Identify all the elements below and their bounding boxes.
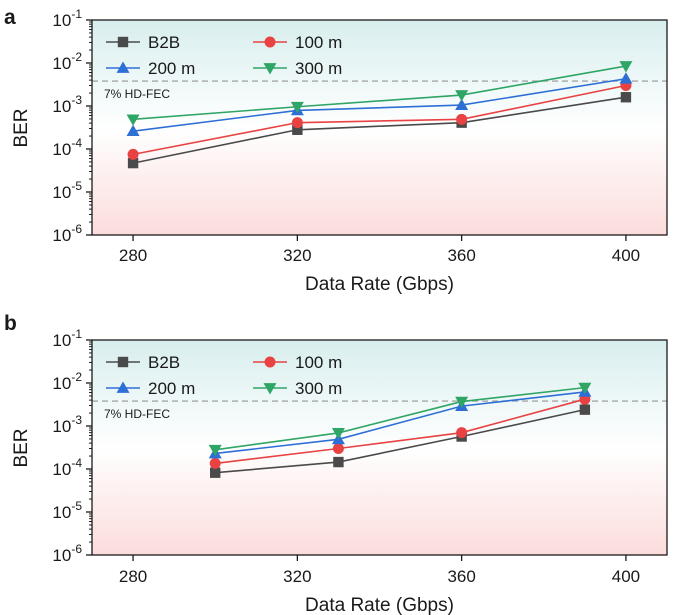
y-tick-label: 10-5 bbox=[52, 179, 82, 202]
legend-marker-B2B bbox=[117, 36, 129, 48]
data-point-B2B-300 bbox=[210, 467, 221, 478]
legend-label-100m: 100 m bbox=[295, 33, 342, 52]
y-tick-label: 10-5 bbox=[52, 499, 82, 522]
data-point-B2B-390 bbox=[579, 404, 591, 415]
panel-letter: b bbox=[4, 312, 17, 335]
legend-label-B2B: B2B bbox=[148, 33, 180, 52]
y-tick-label: 10-3 bbox=[52, 93, 82, 116]
data-point-100m-320 bbox=[291, 117, 303, 129]
series-line-200m bbox=[132, 77, 627, 132]
data-point-B2B-330 bbox=[333, 456, 344, 468]
x-axis-title: Data Rate (Gbps) bbox=[305, 274, 454, 295]
y-axis-title: BER bbox=[11, 428, 32, 467]
x-tick-label: 280 bbox=[119, 567, 147, 586]
data-point-300m-360 bbox=[455, 90, 469, 102]
data-point-B2B-320 bbox=[292, 124, 303, 135]
series-line-100m bbox=[132, 84, 627, 156]
hd-fec-label: 7% HD-FEC bbox=[104, 407, 170, 421]
y-tick-label: 10-2 bbox=[52, 370, 82, 393]
plot-frame bbox=[91, 19, 668, 236]
legend-marker-300m bbox=[263, 383, 277, 395]
legend-marker-300m bbox=[263, 63, 277, 75]
hd-fec-label: 7% HD-FEC bbox=[104, 87, 170, 101]
legend-label-200m: 200 m bbox=[148, 379, 195, 398]
legend-label-300m: 300 m bbox=[295, 379, 342, 398]
y-tick-label: 10-2 bbox=[52, 50, 82, 73]
legend-label-200m: 200 m bbox=[148, 59, 195, 78]
data-point-300m-360 bbox=[455, 396, 469, 409]
data-point-100m-360 bbox=[456, 427, 468, 439]
x-tick-label: 280 bbox=[119, 246, 147, 265]
legend-label-B2B: B2B bbox=[148, 353, 180, 372]
data-point-300m-330 bbox=[331, 428, 345, 440]
legend-label-100m: 100 m bbox=[295, 353, 342, 372]
y-tick-label: 10-4 bbox=[52, 456, 82, 479]
x-tick-label: 400 bbox=[612, 567, 640, 586]
series-line-B2B bbox=[132, 96, 627, 164]
x-tick-label: 400 bbox=[612, 246, 640, 265]
data-point-300m-320 bbox=[290, 101, 304, 114]
y-tick-label: 10-6 bbox=[52, 542, 82, 565]
data-point-100m-360 bbox=[456, 113, 468, 125]
data-point-B2B-400 bbox=[620, 92, 632, 103]
y-tick-label: 10-3 bbox=[52, 413, 82, 436]
legend: B2B 100 m 200 m 300 m bbox=[106, 33, 342, 78]
x-tick-label: 320 bbox=[283, 567, 311, 586]
data-point-300m-390 bbox=[578, 382, 592, 395]
data-point-100m-300 bbox=[209, 457, 221, 469]
y-tick-label: 10-4 bbox=[52, 136, 82, 159]
legend-marker-100m bbox=[264, 36, 276, 48]
data-point-100m-280 bbox=[127, 148, 139, 160]
plot-background bbox=[92, 340, 667, 555]
y-tick-label: 10-1 bbox=[52, 327, 82, 350]
x-axis-title: Data Rate (Gbps) bbox=[305, 595, 454, 615]
plot-frame bbox=[91, 339, 668, 556]
panel-letter: a bbox=[4, 6, 16, 29]
x-tick-label: 360 bbox=[447, 246, 475, 265]
x-tick-label: 320 bbox=[283, 246, 311, 265]
series-line-200m bbox=[215, 391, 585, 455]
chart-panel-a: 7% HD-FEC B2B 100 m 200 m 300 m 280 320 360 400 1… bbox=[4, 6, 668, 295]
x-tick-label: 360 bbox=[447, 567, 475, 586]
y-tick-label: 10-1 bbox=[52, 7, 82, 30]
data-point-200m-360 bbox=[455, 98, 469, 110]
series-line-300m bbox=[215, 386, 585, 451]
data-point-300m-300 bbox=[208, 444, 222, 457]
plot-background bbox=[92, 20, 667, 235]
legend-marker-B2B bbox=[117, 356, 129, 368]
legend: B2B 100 m 200 m 300 m bbox=[106, 353, 342, 398]
chart-panel-b: 7% HD-FEC B2B 100 m 200 m 300 m 280 320 360 400 1… bbox=[4, 312, 668, 615]
data-point-300m-280 bbox=[126, 114, 140, 126]
y-tick-label: 10-6 bbox=[52, 222, 82, 245]
series-line-100m bbox=[215, 398, 586, 465]
series-line-B2B bbox=[215, 408, 586, 474]
data-point-100m-330 bbox=[332, 442, 344, 454]
data-point-B2B-280 bbox=[127, 157, 139, 169]
data-point-200m-400 bbox=[619, 72, 633, 84]
legend-marker-200m bbox=[116, 381, 130, 393]
y-axis-title: BER bbox=[11, 108, 32, 147]
legend-label-300m: 300 m bbox=[295, 59, 342, 78]
legend-marker-100m bbox=[264, 356, 276, 368]
data-point-200m-280 bbox=[126, 124, 140, 137]
data-point-300m-400 bbox=[619, 61, 633, 73]
series-line-300m bbox=[133, 65, 627, 121]
legend-marker-200m bbox=[116, 61, 130, 73]
